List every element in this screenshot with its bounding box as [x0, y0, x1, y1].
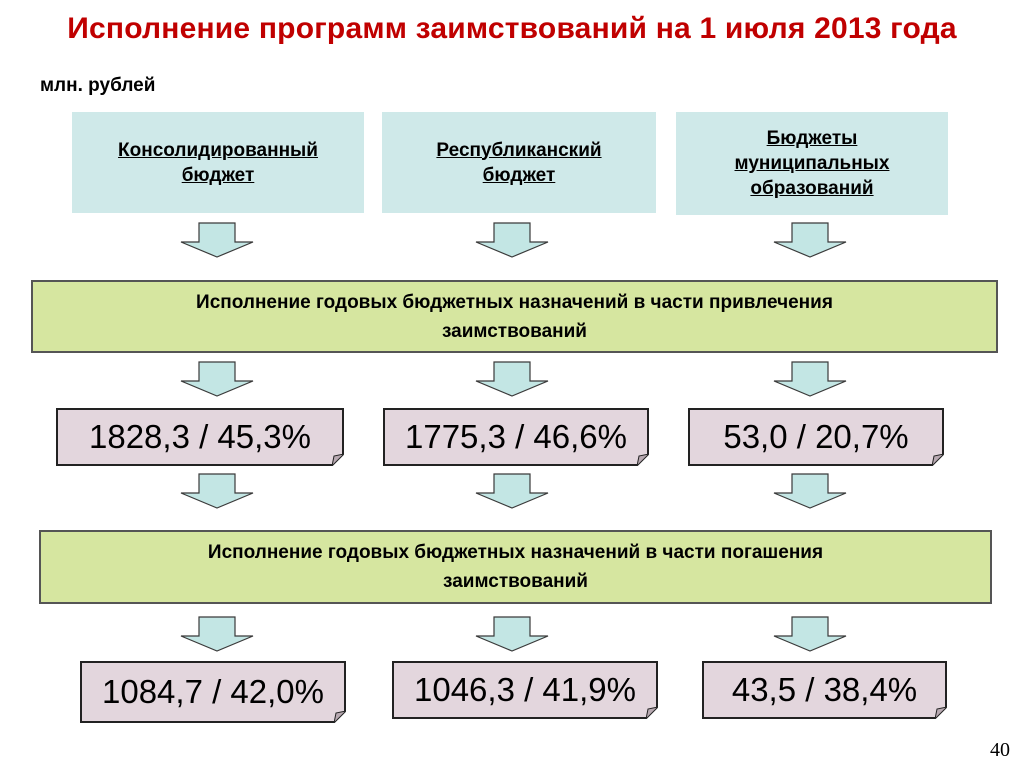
repayment-value-consolidated-text: 1084,7 / 42,0%	[101, 673, 324, 710]
borrowing-value-consolidated-text: 1828,3 / 45,3%	[88, 418, 311, 455]
down-arrow-icon	[180, 361, 254, 397]
repayment-value-consolidated: 1084,7 / 42,0%	[80, 661, 346, 723]
page-number: 40	[990, 739, 1010, 761]
repayment-value-municipal-text: 43,5 / 38,4%	[731, 671, 918, 708]
down-arrow-icon	[180, 222, 254, 258]
page-fold-icon	[932, 454, 944, 466]
down-arrow-icon	[180, 473, 254, 509]
header-municipal-budgets: Бюджеты муниципальных образований	[676, 112, 948, 215]
down-arrow-icon	[475, 361, 549, 397]
down-arrow-icon	[773, 361, 847, 397]
down-arrow-icon	[773, 222, 847, 258]
borrowing-label-line1: Исполнение годовых бюджетных назначений …	[196, 291, 833, 313]
down-arrow-icon	[773, 616, 847, 652]
down-arrow-icon	[180, 616, 254, 652]
units-label: млн. рублей	[40, 75, 156, 96]
borrowing-value-municipal: 53,0 / 20,7%	[688, 408, 944, 466]
repayment-value-republican: 1046,3 / 41,9%	[392, 661, 658, 719]
down-arrow-icon	[773, 473, 847, 509]
header-municipal-line1: Бюджеты	[766, 128, 858, 149]
down-arrow-icon	[475, 616, 549, 652]
page-fold-icon	[332, 454, 344, 466]
header-consolidated-line2: бюджет	[181, 164, 255, 186]
borrowing-value-republican: 1775,3 / 46,6%	[383, 408, 649, 466]
borrowing-value-municipal-text: 53,0 / 20,7%	[723, 418, 909, 455]
borrowing-label-line2: заимствований	[441, 320, 587, 342]
borrowing-value-republican-text: 1775,3 / 46,6%	[404, 418, 627, 455]
header-republican-budget: Республиканский бюджет	[382, 112, 656, 213]
header-consolidated-budget: Консолидированный бюджет	[72, 112, 364, 213]
header-consolidated-line1: Консолидированный	[118, 139, 318, 161]
page-fold-icon	[637, 454, 649, 466]
header-municipal-line3: образований	[750, 178, 874, 199]
header-republican-line1: Республиканский	[436, 139, 602, 161]
repayment-value-republican-text: 1046,3 / 41,9%	[413, 671, 636, 708]
borrowing-execution-band: Исполнение годовых бюджетных назначений …	[31, 280, 998, 353]
down-arrow-icon	[475, 222, 549, 258]
repayment-label-line2: заимствований	[443, 571, 588, 592]
header-republican-line2: бюджет	[482, 164, 556, 186]
repayment-execution-band: Исполнение годовых бюджетных назначений …	[39, 530, 992, 604]
page-fold-icon	[646, 707, 658, 719]
header-municipal-line2: муниципальных	[734, 153, 890, 174]
page-fold-icon	[334, 711, 346, 723]
repayment-label-line1: Исполнение годовых бюджетных назначений …	[207, 542, 824, 563]
borrowing-value-consolidated: 1828,3 / 45,3%	[56, 408, 344, 466]
repayment-value-municipal: 43,5 / 38,4%	[702, 661, 947, 719]
slide-title: Исполнение программ заимствований на 1 и…	[67, 12, 957, 45]
page-fold-icon	[935, 707, 947, 719]
down-arrow-icon	[475, 473, 549, 509]
